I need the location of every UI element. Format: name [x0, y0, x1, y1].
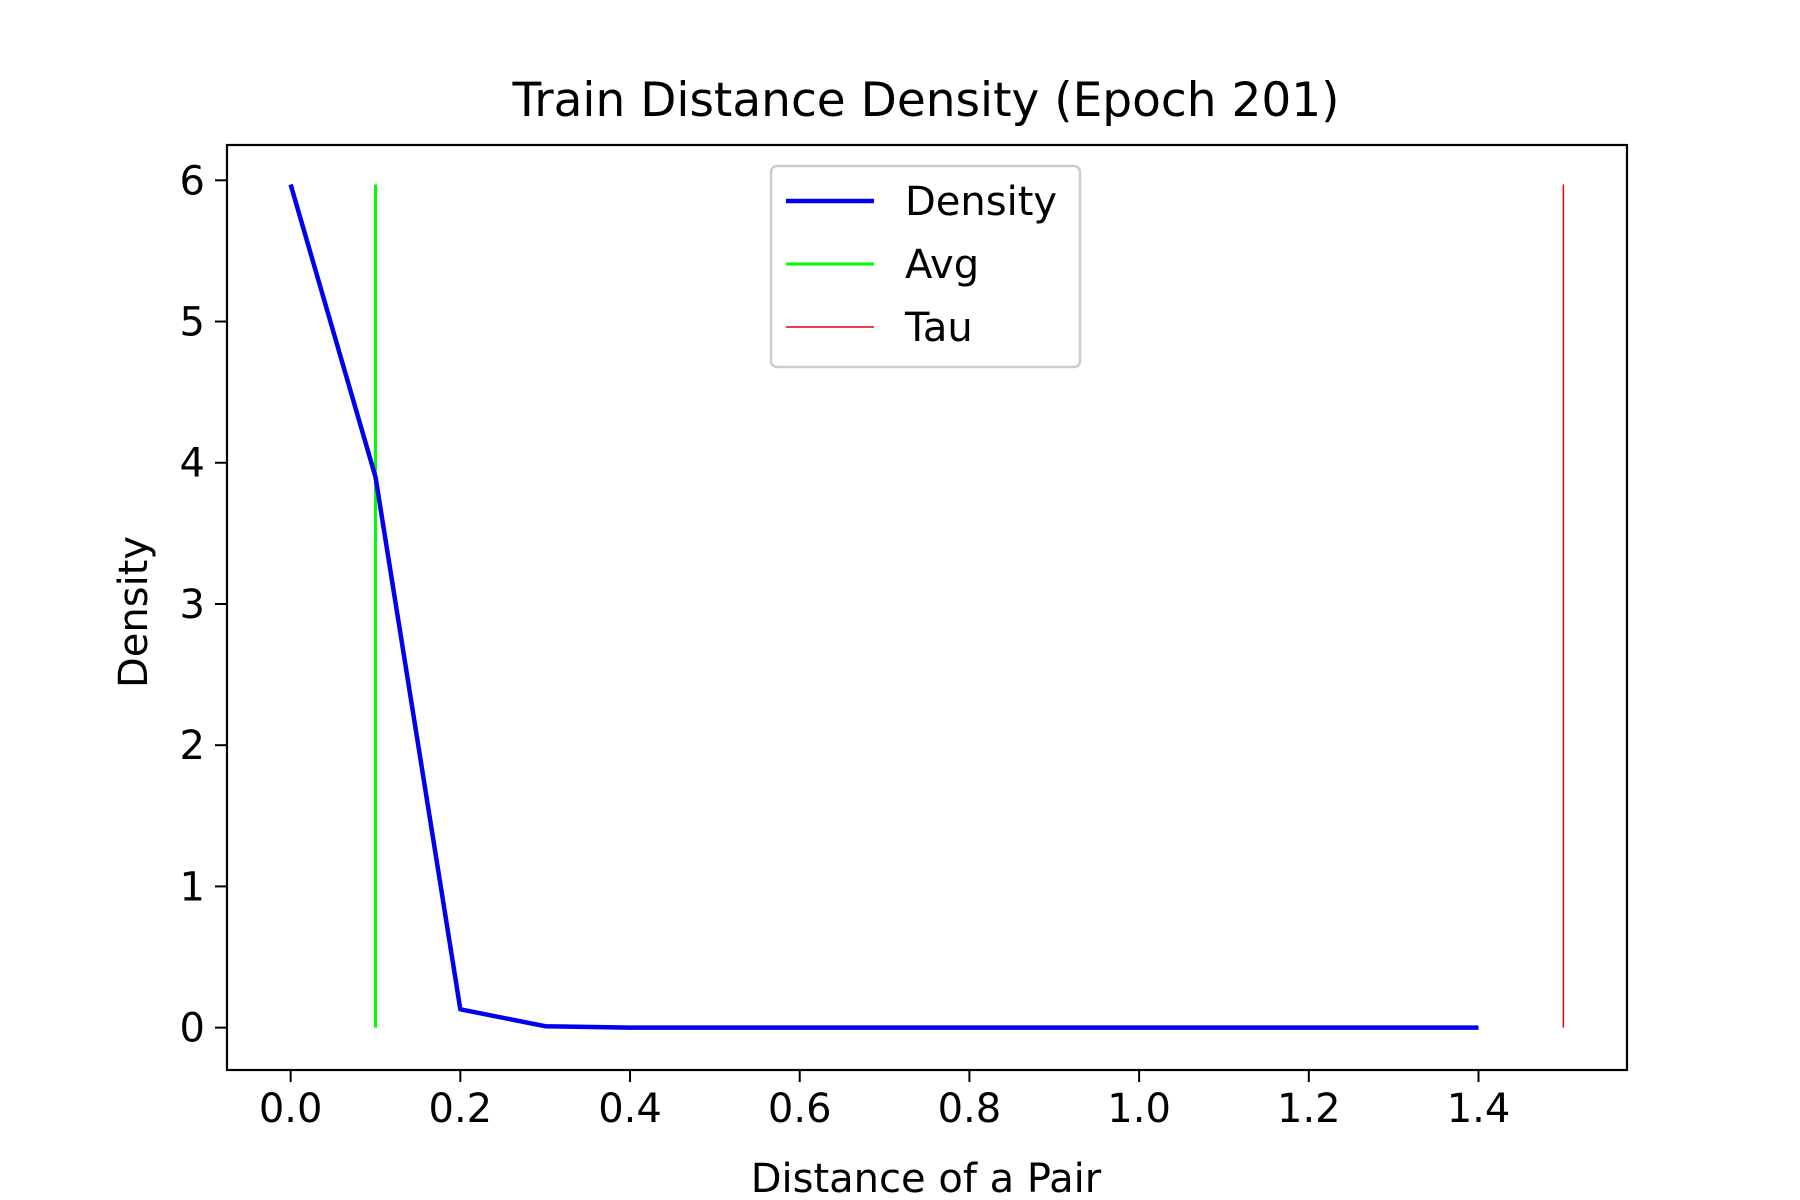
x-tick-label: 0.4: [598, 1086, 662, 1132]
y-tick-label: 1: [180, 864, 205, 910]
x-tick-label: 1.4: [1447, 1086, 1511, 1132]
x-tick-label: 0.6: [768, 1086, 832, 1132]
legend: Density Avg Tau: [769, 164, 1082, 369]
legend-label-tau: Tau: [904, 305, 973, 351]
y-tick-label: 4: [180, 441, 205, 487]
x-tick-label: 0.0: [259, 1086, 323, 1132]
y-tick-label: 6: [180, 158, 205, 204]
y-axis-label: Density: [111, 536, 157, 688]
x-tick-label: 1.0: [1107, 1086, 1171, 1132]
y-axis: 0 1 2 3 4 5 6: [180, 158, 227, 1052]
y-tick-label: 5: [180, 300, 205, 346]
chart-title: Train Distance Density (Epoch 201): [511, 73, 1339, 128]
legend-label-density: Density: [905, 179, 1057, 225]
x-axis: 0.0 0.2 0.4 0.6 0.8 1.0 1.2 1.4: [259, 1070, 1511, 1132]
x-tick-label: 0.2: [429, 1086, 493, 1132]
y-tick-label: 0: [180, 1006, 205, 1052]
legend-box: [769, 164, 1082, 369]
plot-area: [225, 143, 1629, 1072]
x-tick-label: 1.2: [1277, 1086, 1341, 1132]
series-layer: [288, 183, 1565, 1030]
y-tick-label: 2: [180, 723, 205, 769]
x-axis-label: Distance of a Pair: [751, 1156, 1102, 1200]
plot-frame: [225, 143, 1629, 1072]
y-tick-label: 3: [180, 582, 205, 628]
legend-label-avg: Avg: [905, 242, 979, 288]
x-tick-label: 0.8: [938, 1086, 1002, 1132]
